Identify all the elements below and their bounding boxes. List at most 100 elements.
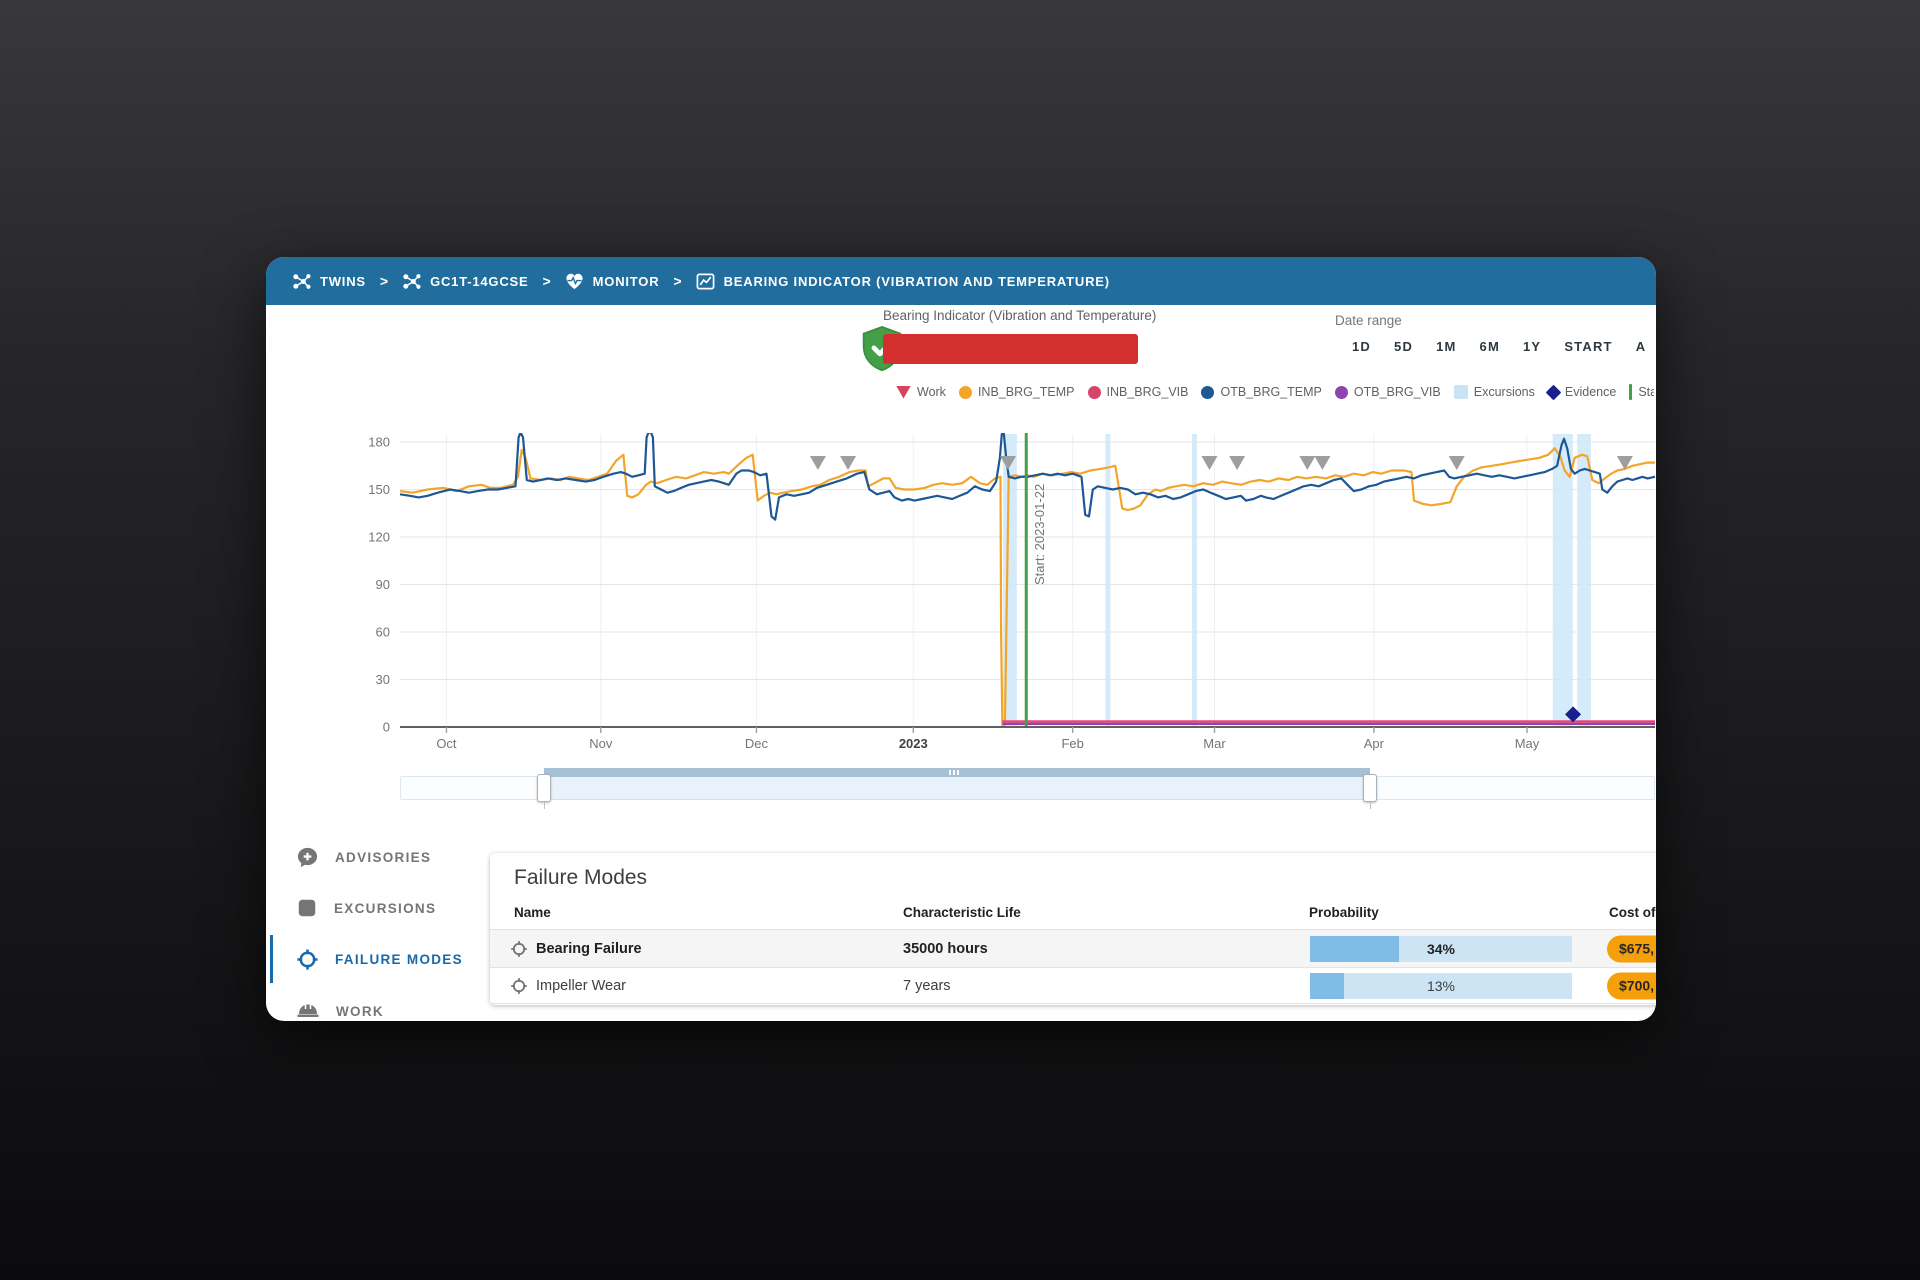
legend-label: Evidence	[1564, 385, 1617, 399]
heart-pulse-icon	[566, 273, 583, 289]
legend-item-start-da[interactable]: Start Da	[1629, 384, 1654, 400]
x-axis-label: Nov	[589, 736, 613, 751]
work-marker-icon[interactable]	[1616, 456, 1633, 470]
circle-marker-icon	[1334, 385, 1348, 399]
timeseries-chart: Start: 2023-01-22 Oct Nov Dec 2023 Feb Mar Apr M…	[368, 433, 1655, 751]
cost-value: $700,	[1619, 977, 1655, 994]
circle-marker-icon	[958, 385, 972, 399]
range-button-6m[interactable]: 6M	[1479, 339, 1500, 354]
advisory-bubble-icon	[297, 847, 318, 867]
sidebar-item-failure-modes[interactable]: FAILURE MODES	[296, 944, 463, 974]
x-axis-label: Oct	[436, 736, 457, 751]
table-row-impeller-wear[interactable]: Impeller Wear 7 years 13% $700,	[490, 967, 1656, 1004]
work-marker-icon[interactable]	[1000, 456, 1017, 470]
slider-handle-left[interactable]	[537, 774, 551, 809]
cost-badge[interactable]: $675,	[1607, 935, 1656, 962]
series-lines	[400, 433, 1655, 727]
legend-item-otb-brg-temp[interactable]: OTB_BRG_TEMP	[1201, 385, 1322, 399]
breadcrumb-label: TWINS	[320, 273, 366, 289]
panel-title: Failure Modes	[514, 866, 648, 889]
failure-mode-name: Impeller Wear	[536, 977, 626, 994]
excursion-band[interactable]	[1552, 434, 1573, 727]
vline-marker-icon	[1629, 384, 1633, 400]
circle-marker-icon	[1087, 385, 1101, 399]
column-header-probability: Probability	[1309, 905, 1379, 920]
date-range-label: Date range	[1335, 313, 1402, 328]
y-axis-label: 60	[376, 625, 390, 640]
line-chart-icon	[696, 273, 715, 289]
hard-hat-icon	[297, 1004, 319, 1017]
breadcrumb-item-asset[interactable]: GC1T-14GCSE	[402, 272, 528, 291]
table-row-bearing-failure[interactable]: Bearing Failure 35000 hours 34% $675,	[490, 929, 1656, 967]
cost-badge[interactable]: $700,	[1607, 972, 1656, 999]
legend-item-evidence[interactable]: Evidence	[1545, 384, 1617, 400]
work-marker-icon[interactable]	[1201, 456, 1218, 470]
chevron-right-icon: >	[542, 273, 551, 289]
y-axis-label: 180	[368, 435, 390, 450]
legend-label: Work	[917, 385, 946, 399]
square-marker-icon	[1453, 385, 1468, 399]
legend-label: INB_BRG_TEMP	[977, 385, 1075, 399]
twins-icon	[293, 273, 311, 289]
range-button-1m[interactable]: 1M	[1436, 339, 1457, 354]
range-button-all[interactable]: A	[1635, 339, 1647, 354]
probability-bar: 34%	[1310, 935, 1572, 962]
y-axis-label: 30	[376, 672, 390, 687]
work-marker-icon[interactable]	[1314, 456, 1331, 470]
sidebar-item-excursions[interactable]: EXCURSIONS	[296, 893, 436, 923]
work-marker-icon[interactable]	[1448, 456, 1465, 470]
probability-fill	[1310, 935, 1400, 962]
excursion-band[interactable]	[1577, 434, 1591, 727]
breadcrumb-item-twins[interactable]: TWINS	[292, 272, 366, 291]
legend-item-inb-brg-vib[interactable]: INB_BRG_VIB	[1087, 385, 1188, 399]
excursion-band[interactable]	[1105, 434, 1111, 727]
cost-value: $675,	[1619, 940, 1655, 957]
series-OTB_BRG_TEMP	[400, 433, 1655, 521]
chevron-right-icon: >	[673, 273, 682, 289]
chevron-right-icon: >	[379, 273, 389, 289]
legend-item-inb-brg-temp[interactable]: INB_BRG_TEMP	[958, 385, 1075, 399]
sidebar-item-label: ADVISORIES	[335, 849, 432, 865]
range-button-1y[interactable]: 1Y	[1523, 339, 1542, 354]
work-marker-icon[interactable]	[1229, 456, 1246, 470]
triangle-down-marker-icon	[896, 385, 911, 399]
legend-label: OTB_BRG_VIB	[1353, 385, 1441, 399]
work-marker-icon[interactable]	[809, 456, 826, 470]
range-button-start[interactable]: START	[1564, 339, 1613, 354]
evidence-marker-icon[interactable]	[1565, 706, 1582, 723]
work-marker-icon[interactable]	[840, 456, 857, 470]
work-marker-icon[interactable]	[1299, 456, 1316, 470]
failure-target-icon	[297, 948, 318, 970]
app-window: TWINS > GC1T-14GCSE > MONITOR > BEARING …	[266, 257, 1656, 1021]
circle-marker-icon	[1201, 385, 1215, 399]
health-status-bar[interactable]	[883, 334, 1138, 364]
x-axis-label: Feb	[1061, 736, 1083, 751]
failure-target-icon	[511, 940, 527, 957]
breadcrumb-label: GC1T-14GCSE	[430, 273, 529, 289]
breadcrumb: TWINS > GC1T-14GCSE > MONITOR > BEARING …	[266, 257, 1656, 305]
sidebar-item-work[interactable]: WORK	[296, 996, 384, 1021]
breadcrumb-label: BEARING INDICATOR (VIBRATION AND TEMPERA…	[723, 273, 1110, 289]
column-header-name: Name	[514, 905, 551, 920]
characteristic-life-value: 7 years	[903, 977, 951, 994]
legend-label: Excursions	[1473, 385, 1535, 399]
sidebar-item-advisories[interactable]: ADVISORIES	[296, 842, 431, 872]
legend-item-excursions[interactable]: Excursions	[1453, 385, 1535, 399]
range-button-1d[interactable]: 1D	[1352, 339, 1372, 354]
x-axis-label: Apr	[1364, 736, 1385, 751]
chart-area[interactable]: Start: 2023-01-22 Oct Nov Dec 2023 Feb Mar Apr M…	[360, 430, 1655, 760]
legend-item-otb-brg-vib[interactable]: OTB_BRG_VIB	[1334, 385, 1441, 399]
range-button-5d[interactable]: 5D	[1394, 339, 1414, 354]
breadcrumb-item-indicator[interactable]: BEARING INDICATOR (VIBRATION AND TEMPERA…	[696, 272, 1110, 291]
slider-grip-icon[interactable]	[949, 770, 959, 775]
slider-handle-right[interactable]	[1363, 774, 1377, 809]
twins-icon	[403, 273, 421, 289]
x-axis-label: 2023	[899, 736, 928, 751]
time-range-slider	[400, 762, 1655, 812]
breadcrumb-item-monitor[interactable]: MONITOR	[565, 272, 660, 291]
excursion-band[interactable]	[1191, 434, 1197, 727]
table-header: Name Characteristic Life Probability Cos…	[490, 905, 1656, 927]
legend-item-work[interactable]: Work	[896, 385, 946, 399]
probability-value: 34%	[1426, 940, 1456, 957]
slider-selection-window[interactable]	[544, 777, 1370, 800]
